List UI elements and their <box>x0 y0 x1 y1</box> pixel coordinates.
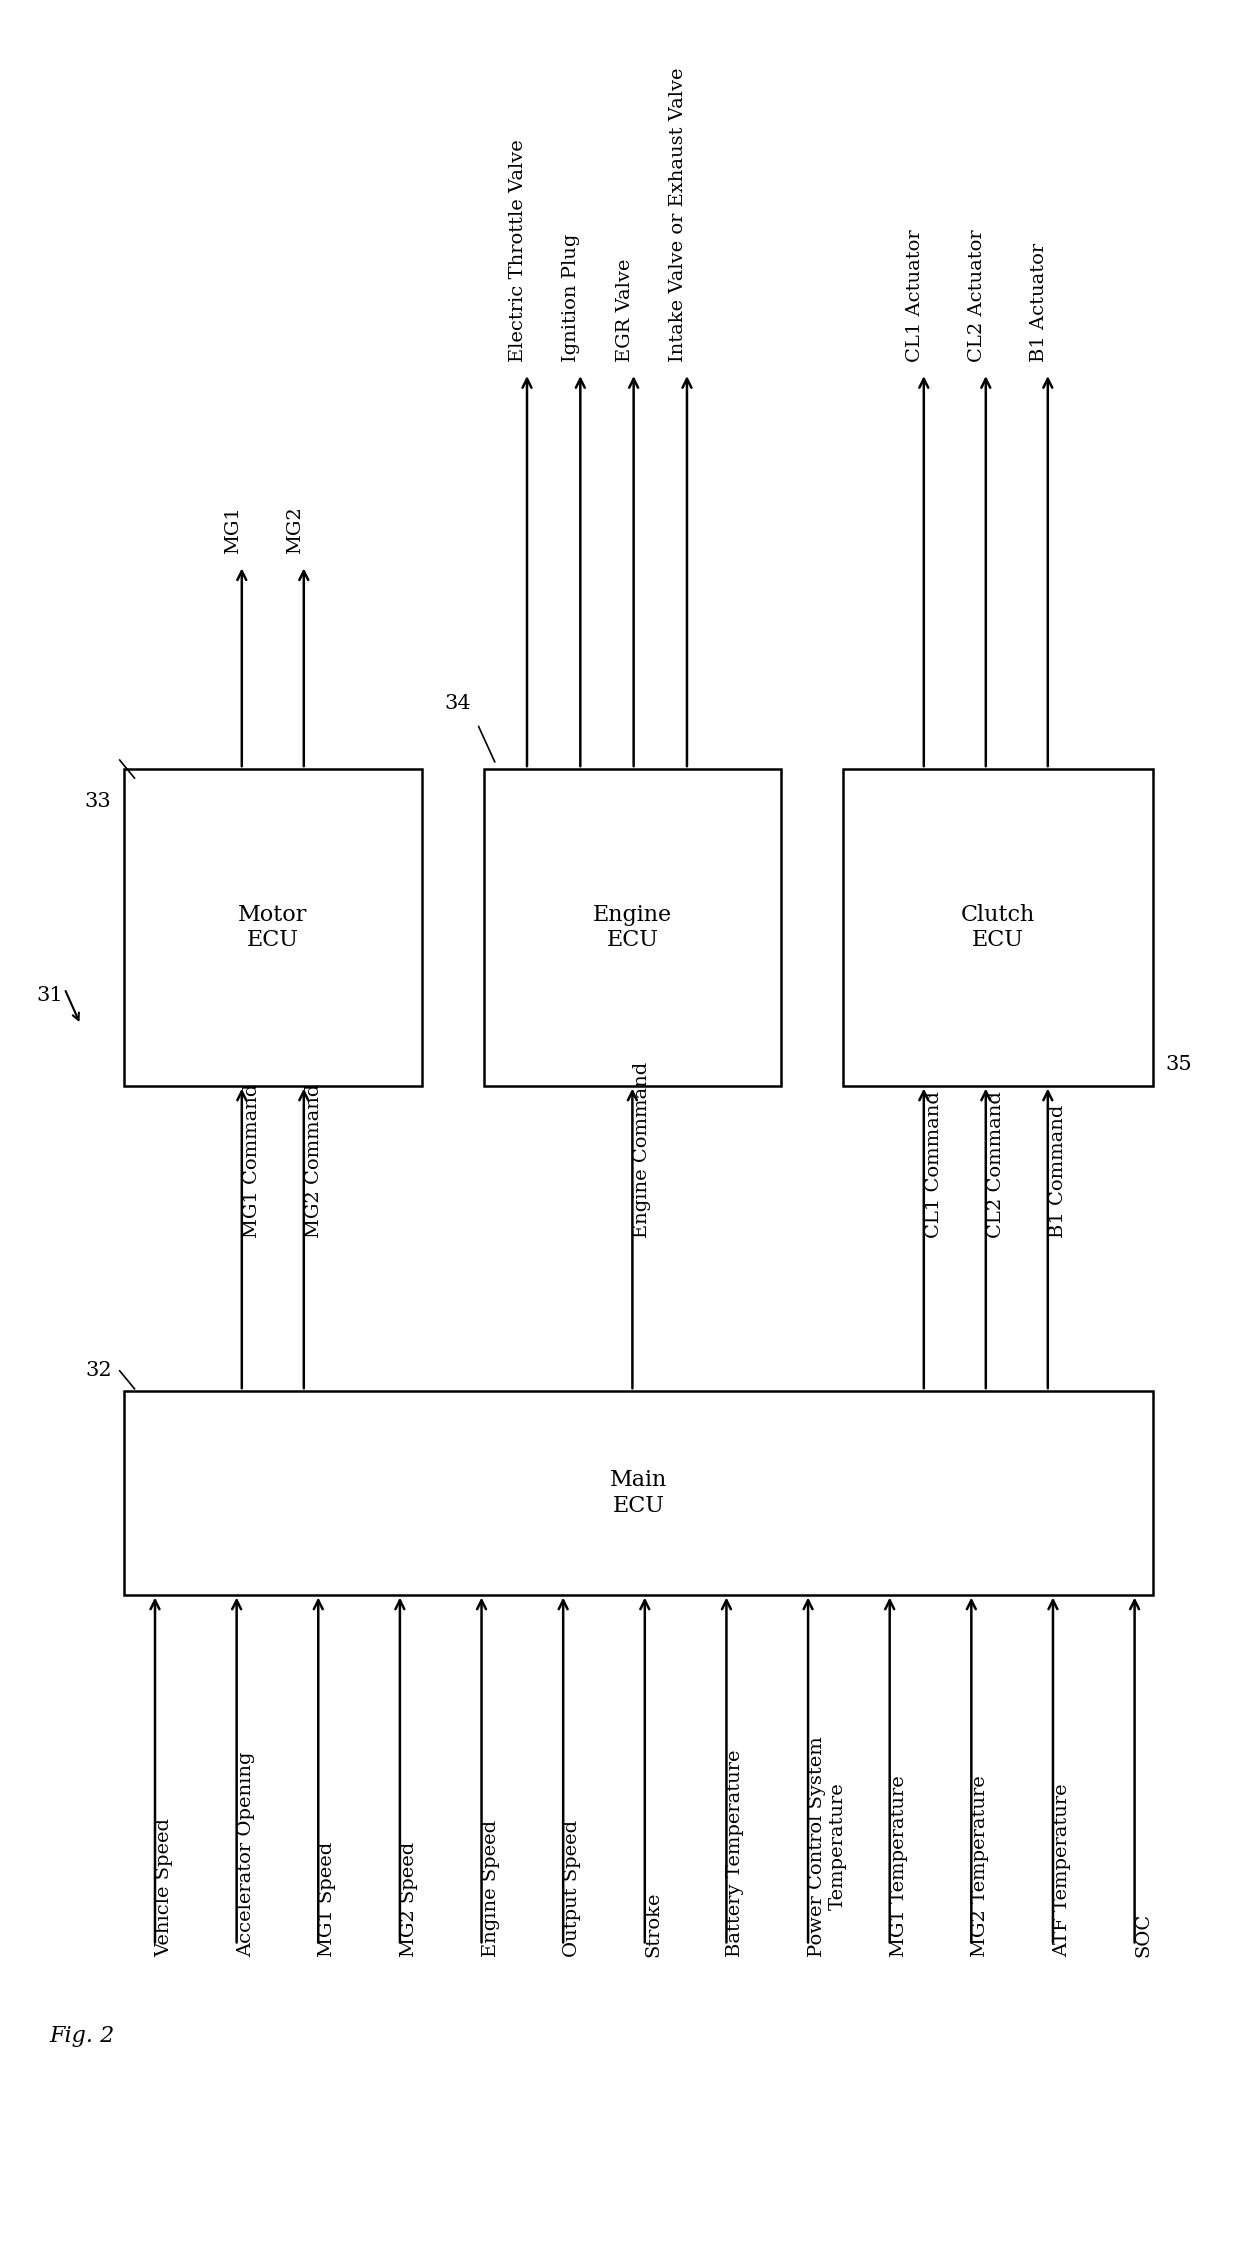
Text: Ignition Plug: Ignition Plug <box>562 233 580 362</box>
Bar <box>124 769 422 1086</box>
Text: MG1 Command: MG1 Command <box>243 1083 260 1240</box>
Text: Vehicle Speed: Vehicle Speed <box>155 1819 174 1957</box>
Text: 31: 31 <box>36 986 63 1004</box>
Text: MG1 Speed: MG1 Speed <box>319 1841 336 1957</box>
Text: Accelerator Opening: Accelerator Opening <box>237 1751 254 1957</box>
Text: MG2 Temperature: MG2 Temperature <box>971 1776 990 1957</box>
Text: 35: 35 <box>1166 1056 1192 1074</box>
Text: 34: 34 <box>445 694 471 713</box>
Text: SOC: SOC <box>1135 1911 1153 1957</box>
Text: Battery Temperature: Battery Temperature <box>727 1749 744 1957</box>
Text: MG1 Temperature: MG1 Temperature <box>890 1776 908 1957</box>
Bar <box>484 769 781 1086</box>
Text: 32: 32 <box>86 1362 112 1380</box>
Text: Engine Command: Engine Command <box>634 1063 651 1240</box>
Text: B1 Actuator: B1 Actuator <box>1029 242 1048 362</box>
Bar <box>124 1391 1153 1595</box>
Text: EGR Valve: EGR Valve <box>615 258 634 362</box>
Text: Power Control System
Temperature: Power Control System Temperature <box>808 1735 847 1957</box>
Text: MG2 Command: MG2 Command <box>305 1083 322 1240</box>
Text: Output Speed: Output Speed <box>563 1819 582 1957</box>
Text: Main
ECU: Main ECU <box>610 1470 667 1516</box>
Text: MG1: MG1 <box>223 507 242 554</box>
Text: B1 Command: B1 Command <box>1049 1106 1066 1240</box>
Bar <box>843 769 1153 1086</box>
Text: Engine
ECU: Engine ECU <box>593 905 672 950</box>
Text: Fig. 2: Fig. 2 <box>50 2024 115 2047</box>
Text: CL1 Command: CL1 Command <box>925 1093 942 1240</box>
Text: Clutch
ECU: Clutch ECU <box>961 905 1035 950</box>
Text: Engine Speed: Engine Speed <box>481 1819 500 1957</box>
Text: Intake Valve or Exhaust Valve: Intake Valve or Exhaust Valve <box>668 68 687 362</box>
Text: 33: 33 <box>84 792 112 810</box>
Text: Stroke: Stroke <box>645 1891 663 1957</box>
Text: Electric Throttle Valve: Electric Throttle Valve <box>508 140 527 362</box>
Text: ATF Temperature: ATF Temperature <box>1053 1782 1071 1957</box>
Text: Motor
ECU: Motor ECU <box>238 905 308 950</box>
Text: CL2 Command: CL2 Command <box>987 1093 1004 1240</box>
Text: MG2 Speed: MG2 Speed <box>399 1841 418 1957</box>
Text: MG2: MG2 <box>285 507 304 554</box>
Text: CL1 Actuator: CL1 Actuator <box>905 228 924 362</box>
Text: CL2 Actuator: CL2 Actuator <box>967 228 986 362</box>
